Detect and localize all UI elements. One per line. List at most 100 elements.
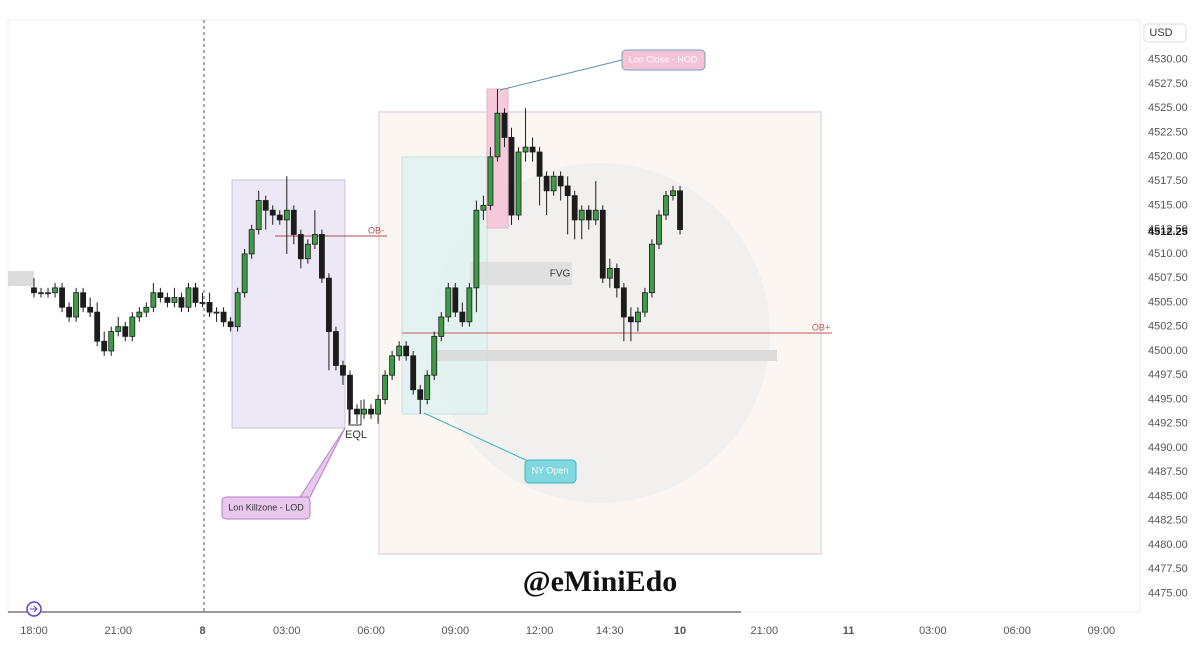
y-tick-label: 4505.00 [1148,296,1188,308]
candle-body [606,268,613,279]
candle-body [262,200,269,211]
y-tick-label: 4475.00 [1148,587,1188,599]
candle-body [185,287,192,308]
candle-body [192,287,199,303]
candle-body [522,146,529,153]
x-tick-label: 03:00 [919,625,947,637]
candle-body [389,355,396,376]
candle-body [501,112,508,138]
candle-body [255,200,262,231]
callout-line [299,427,346,498]
candle-body [213,311,220,314]
x-tick-label: 10 [674,625,686,637]
candle-body [318,234,325,279]
candle-body [557,175,564,187]
candle-body [578,209,585,221]
y-tick-label: 4480.00 [1148,539,1188,551]
candle-body [473,209,480,289]
x-tick-label: 18:00 [20,625,48,637]
currency-box [1143,23,1187,43]
candle-body [494,112,501,158]
callout-line [499,59,623,91]
x-tick-label: 11 [843,625,855,637]
candle-body [487,156,494,206]
candle-body [508,137,515,216]
candle-body [613,268,620,289]
ny-open-label: NY Open [532,465,569,475]
candle-body [410,355,417,391]
candle-body [564,185,571,197]
x-tick-label: 8 [199,625,205,637]
ny-open-box [401,156,488,415]
eql-bracket [348,400,362,426]
candle-body [157,292,164,298]
y-tick-label: 4492.50 [1148,418,1188,430]
candle-body [178,297,185,308]
candle-body [136,311,143,318]
candle-body [108,331,115,352]
fvg-box [470,262,572,285]
candle-body [431,335,438,376]
x-tick-label: 12:00 [526,625,554,637]
candle-body [45,292,51,295]
candle-body [543,175,550,192]
candles [31,88,683,424]
y-tick-label: 4487.50 [1148,466,1188,478]
y-tick-label: 4530.00 [1148,54,1188,66]
candle-body [663,195,669,216]
candle-body [529,146,536,153]
candle-body [220,311,227,323]
candle-body [571,195,578,221]
candle-body [536,151,543,177]
y-tick-label: 4520.00 [1148,151,1188,163]
candle-body [269,209,276,216]
candle-body [283,209,290,221]
candle-body [656,214,662,245]
candle-body [59,287,65,308]
y-tick-label: 4482.50 [1148,515,1188,527]
currency-label: USD [1149,27,1172,39]
candle-body [677,190,683,231]
candle-body [642,292,648,313]
candle-body [635,311,641,323]
candle-body [550,175,557,192]
candle-body [66,306,72,318]
x-tick-label: 06:00 [357,625,385,637]
y-tick-label: 4497.50 [1148,369,1188,381]
candle-body [129,316,136,337]
candle-body [368,408,374,415]
candle-body [347,374,353,410]
candle-body [361,408,367,415]
candle-body [424,374,431,400]
candle-body [234,292,241,328]
candle-body [73,292,80,318]
candle-body [592,209,599,221]
y-tick-label: 4485.00 [1148,490,1188,502]
x-tick-label: 21:00 [751,625,779,637]
candle-body [649,243,655,294]
candle-body [115,326,122,332]
candle-body [403,345,410,357]
y-tick-label: 4477.50 [1148,563,1188,575]
y-tick-label: 4490.00 [1148,442,1188,454]
candle-body [94,311,101,342]
candle-body [164,297,171,303]
y-tick-label: 4502.50 [1148,321,1188,333]
eql-label: EQL [345,429,367,441]
candle-body [620,287,627,318]
candle-body [171,297,178,303]
y-tick-label: 4507.50 [1148,272,1188,284]
x-tick-label: 03:00 [273,625,301,637]
candle-body [290,209,297,235]
candle-body [670,190,676,197]
y-tick-label: 4525.00 [1148,102,1188,114]
candle-body [438,316,445,337]
candle-body [199,302,206,304]
x-tick-label: 09:00 [1088,625,1116,637]
candle-body [38,292,44,295]
last-price-label: 4512.25 [1148,226,1188,238]
candle-body [241,253,248,294]
candle-body [452,287,459,313]
candle-body [122,326,129,337]
